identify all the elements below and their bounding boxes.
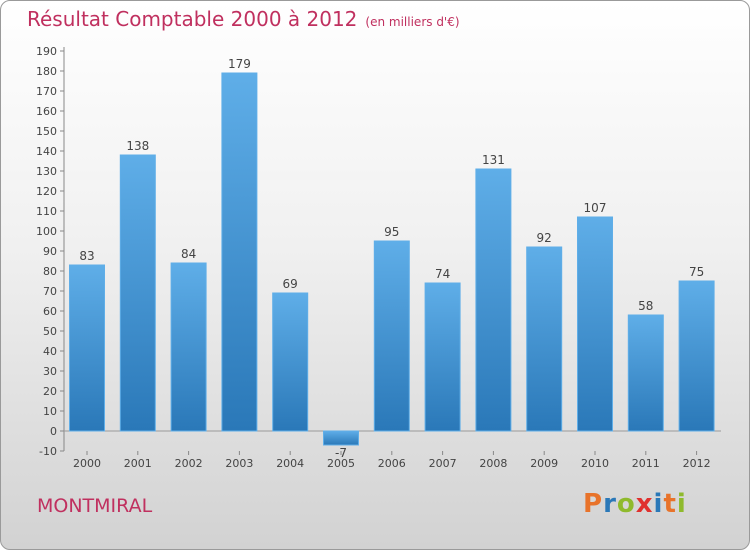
data-label: 74 <box>435 267 450 281</box>
bar-2003 <box>221 72 258 432</box>
chart-title: Résultat Comptable 2000 à 2012 (en millie… <box>27 7 460 31</box>
y-tick-label: 170 <box>36 85 57 98</box>
logo-letter: t <box>663 489 677 519</box>
x-tick-label: 2011 <box>632 457 660 470</box>
bar-2008 <box>475 168 512 432</box>
x-tick-label: 2008 <box>479 457 507 470</box>
y-tick-label: 160 <box>36 105 57 118</box>
logo-letter: P <box>583 489 604 519</box>
y-tick-label: 40 <box>43 345 57 358</box>
y-tick-label: 120 <box>36 185 57 198</box>
chart-subtitle: (en milliers d'€) <box>365 15 460 29</box>
data-label: 69 <box>283 277 298 291</box>
data-label: 107 <box>584 201 607 215</box>
bar-2012 <box>678 280 715 432</box>
y-tick-label: -10 <box>39 445 57 458</box>
x-tick-label: 2010 <box>581 457 609 470</box>
x-tick-label: 2005 <box>327 457 355 470</box>
data-label: 92 <box>537 231 552 245</box>
x-tick-label: 2006 <box>378 457 406 470</box>
y-tick-label: 10 <box>43 405 57 418</box>
x-tick-label: 2003 <box>225 457 253 470</box>
y-tick-label: 190 <box>36 45 57 58</box>
x-tick-label: 2012 <box>683 457 711 470</box>
y-tick-label: 180 <box>36 65 57 78</box>
bar-2004 <box>272 292 309 432</box>
bar-2011 <box>627 314 664 432</box>
logo-letter: o <box>616 489 636 519</box>
y-tick-label: 150 <box>36 125 57 138</box>
y-tick-label: 50 <box>43 325 57 338</box>
data-label: 138 <box>126 139 149 153</box>
chart-title-text: Résultat Comptable 2000 à 2012 <box>27 7 358 31</box>
y-tick-label: 90 <box>43 245 57 258</box>
logo-letter: i <box>676 489 687 519</box>
data-label: 75 <box>689 265 704 279</box>
bar-2001 <box>119 154 156 432</box>
bar-2000 <box>69 264 105 432</box>
data-label: 83 <box>79 249 94 263</box>
y-tick-label: 130 <box>36 165 57 178</box>
bar-2009 <box>526 246 563 432</box>
x-tick-label: 2007 <box>429 457 457 470</box>
logo-letter: x <box>635 489 654 519</box>
bar-2006 <box>373 240 410 432</box>
proxiti-logo: Proxiti <box>583 489 687 519</box>
bar-2007 <box>424 282 461 432</box>
logo-letter: r <box>603 489 617 519</box>
y-tick-label: 140 <box>36 145 57 158</box>
y-tick-label: 60 <box>43 305 57 318</box>
bar-2005 <box>323 430 359 446</box>
y-tick-label: 0 <box>50 425 57 438</box>
y-tick-label: 100 <box>36 225 57 238</box>
data-label: 95 <box>384 225 399 239</box>
y-tick-label: 110 <box>36 205 57 218</box>
logo-letter: i <box>653 489 664 519</box>
x-tick-label: 2000 <box>73 457 101 470</box>
x-tick-label: 2002 <box>175 457 203 470</box>
bar-2002 <box>170 262 207 432</box>
y-tick-label: 80 <box>43 265 57 278</box>
y-tick-label: 70 <box>43 285 57 298</box>
bar-2010 <box>577 216 613 432</box>
data-label: 179 <box>228 57 251 71</box>
data-label: 131 <box>482 153 505 167</box>
x-tick-label: 2009 <box>530 457 558 470</box>
data-label: 84 <box>181 247 196 261</box>
x-tick-label: 2001 <box>124 457 152 470</box>
commune-name: MONTMIRAL <box>37 495 153 517</box>
data-label: 58 <box>638 299 653 313</box>
y-tick-label: 30 <box>43 365 57 378</box>
data-label: -7 <box>335 446 347 460</box>
x-tick-label: 2004 <box>276 457 304 470</box>
y-tick-label: 20 <box>43 385 57 398</box>
